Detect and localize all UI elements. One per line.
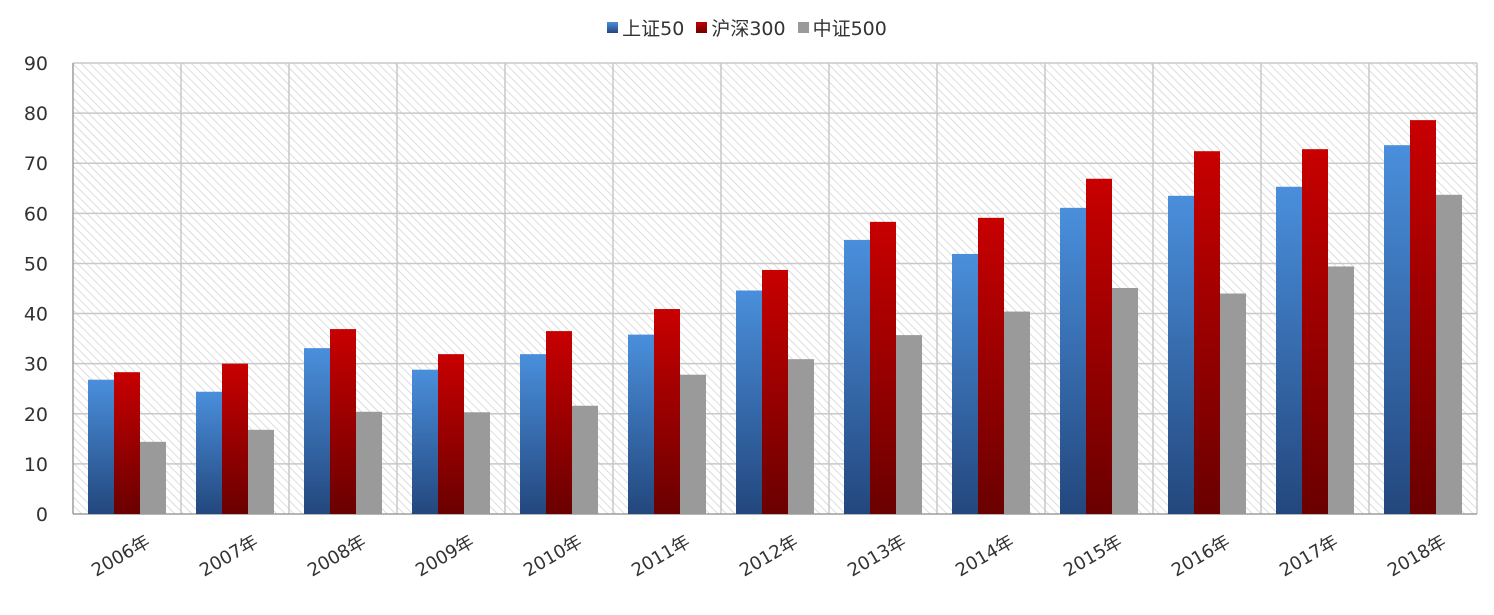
bar-series0-12 [1384, 145, 1410, 514]
x-tick-label: 2009年 [412, 531, 478, 581]
bar-series2-12 [1436, 194, 1462, 514]
bars [88, 120, 1462, 515]
x-tick-label: 2014年 [952, 531, 1018, 581]
legend-item-csi300: 沪深300 [696, 14, 786, 41]
legend-label-csi300: 沪深300 [711, 18, 786, 40]
x-tick-label: 2006年 [88, 531, 154, 581]
bar-series1-12 [1410, 120, 1436, 515]
bar-series2-5 [680, 374, 706, 514]
legend-swatch-csi500 [797, 22, 809, 33]
bar-series0-2 [304, 348, 330, 514]
legend-item-sse50: 上证50 [607, 14, 684, 41]
legend-swatch-sse50 [607, 22, 619, 33]
bar-series2-0 [140, 441, 166, 514]
legend-swatch-csi300 [696, 22, 708, 33]
bar-series0-10 [1168, 195, 1194, 515]
legend-label-csi500: 中证500 [812, 18, 887, 40]
bar-series1-1 [222, 363, 248, 514]
bar-series0-11 [1276, 186, 1302, 514]
x-tick-label: 2011年 [628, 531, 694, 581]
y-tick-label: 30 [24, 354, 48, 376]
bar-series1-3 [438, 354, 464, 514]
bar-series1-4 [546, 331, 572, 514]
bar-series0-5 [628, 334, 654, 514]
y-axis-ticks: 0 10 20 30 40 50 60 70 80 90 [24, 53, 48, 526]
legend-label-sse50: 上证50 [622, 18, 685, 40]
x-tick-label: 2007年 [196, 531, 262, 581]
x-tick-label: 2015年 [1060, 531, 1126, 581]
y-tick-label: 0 [36, 504, 48, 526]
bar-series1-2 [330, 329, 356, 514]
y-tick-label: 20 [24, 404, 48, 426]
bar-series2-1 [248, 429, 274, 514]
bar-series2-11 [1328, 266, 1354, 514]
x-tick-label: 2010年 [520, 531, 586, 581]
y-tick-label: 60 [24, 203, 48, 225]
legend: 上证50 沪深300 中证500 [0, 14, 1494, 41]
bar-series1-11 [1302, 149, 1328, 515]
bar-series0-9 [1060, 207, 1086, 514]
y-tick-label: 40 [24, 304, 48, 326]
bar-series2-3 [464, 412, 490, 514]
bar-series1-0 [114, 372, 140, 514]
bar-series2-10 [1220, 293, 1246, 514]
bar-series2-2 [356, 411, 382, 514]
bar-series2-6 [788, 359, 814, 514]
y-tick-label: 90 [24, 53, 48, 75]
bar-series2-9 [1112, 287, 1138, 514]
x-tick-label: 2012年 [736, 531, 802, 581]
bar-series1-6 [762, 269, 788, 514]
x-tick-label: 2017年 [1276, 531, 1342, 581]
bar-series1-10 [1194, 151, 1220, 514]
bar-series0-1 [196, 391, 222, 514]
x-tick-label: 2008年 [304, 531, 370, 581]
bar-series1-8 [978, 217, 1004, 515]
x-tick-label: 2018年 [1384, 531, 1450, 581]
y-tick-label: 80 [24, 103, 48, 125]
x-tick-label: 2016年 [1168, 531, 1234, 581]
bar-series0-3 [412, 369, 438, 514]
bar-series1-7 [870, 221, 896, 514]
y-tick-label: 70 [24, 153, 48, 175]
y-tick-label: 50 [24, 253, 48, 275]
bar-series2-7 [896, 335, 922, 514]
bar-series1-5 [654, 309, 680, 514]
bar-series2-4 [572, 405, 598, 514]
bar-series0-0 [88, 379, 114, 514]
x-tick-label: 2013年 [844, 531, 910, 581]
bar-series0-8 [952, 253, 978, 514]
bar-series0-4 [520, 354, 546, 514]
y-tick-label: 10 [24, 454, 48, 476]
bar-series2-8 [1004, 311, 1030, 514]
x-axis-ticks: 2006年 2007年 2008年 2009年 2010年 2011年 2012年 2013年… [88, 531, 1450, 581]
bar-series0-7 [844, 239, 870, 515]
bar-series1-9 [1086, 178, 1112, 515]
bar-series0-6 [736, 290, 762, 514]
legend-item-csi500: 中证500 [797, 14, 887, 41]
